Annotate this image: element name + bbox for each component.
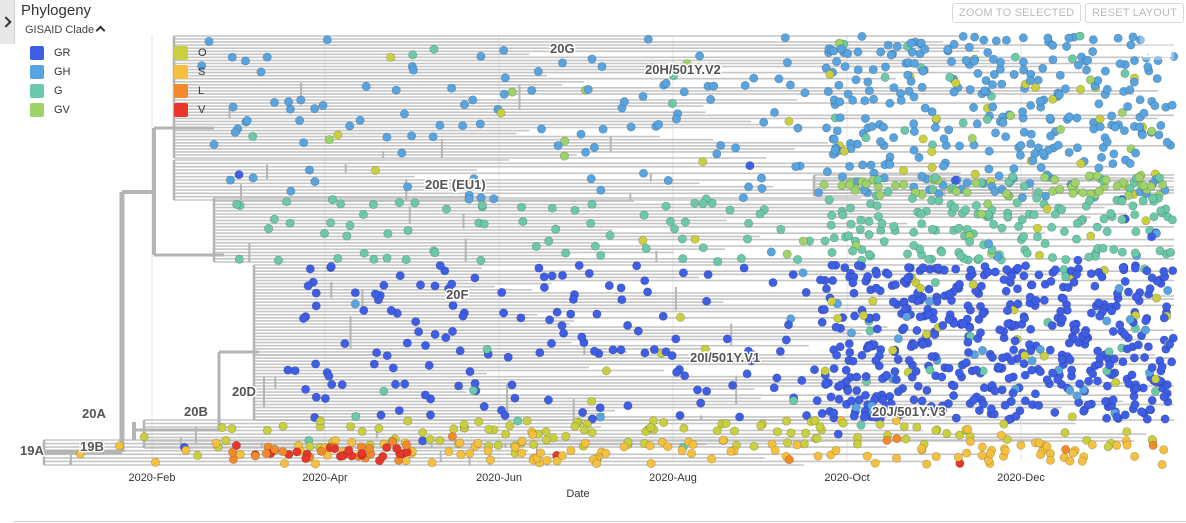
x-axis-title: Date (566, 488, 589, 500)
legend-swatch (174, 65, 188, 79)
legend-label: GR (54, 47, 71, 59)
legend-label: G (54, 85, 63, 97)
clade-label: 20F (446, 287, 468, 302)
legend-swatch (30, 46, 44, 60)
clade-label: 20D (232, 384, 256, 399)
panel-title: Phylogeny (21, 2, 92, 19)
legend-label: L (198, 85, 205, 97)
clade-label: 20I/501Y.V1 (690, 350, 760, 365)
clade-label: 19A (20, 443, 44, 458)
clade-label: 20H/501Y.V2 (645, 62, 721, 77)
x-tick-label: 2020-Jun (476, 472, 522, 484)
clade-label: 20B (184, 404, 208, 419)
reset-layout-button[interactable]: RESET LAYOUT (1085, 3, 1185, 23)
legend-label: V (198, 104, 206, 116)
sidebar-toggle-button[interactable] (0, 0, 15, 44)
phylogeny-panel: Phylogeny ZOOM TO SELECTED RESET LAYOUT … (14, 0, 1186, 522)
legend-swatch (174, 103, 188, 117)
legend-label: GH (54, 66, 71, 78)
phylogeny-tree[interactable]: 2020-Feb 2020-Apr 2020-Jun 2020-Aug 2020-Oct… (14, 0, 1186, 521)
x-tick-label: 2020-Oct (824, 472, 869, 484)
clade-label: 20A (82, 406, 106, 421)
legend-label: O (198, 47, 207, 59)
clade-label: 19B (80, 439, 104, 454)
legend-toggle[interactable]: GISAID Clade (25, 24, 106, 36)
legend-swatch (30, 103, 44, 117)
clade-label: 20J/501Y.V3 (872, 404, 946, 419)
x-tick-label: 2020-Apr (302, 472, 348, 484)
x-tick-label: 2020-Feb (128, 472, 175, 484)
zoom-to-selected-button[interactable]: ZOOM TO SELECTED (952, 3, 1082, 23)
legend-swatch (30, 84, 44, 98)
x-tick-label: 2020-Aug (649, 472, 697, 484)
x-tick-label: 2020-Dec (997, 472, 1045, 484)
legend-label: S (198, 66, 206, 78)
chevron-up-icon (95, 25, 106, 36)
chevron-right-icon (0, 16, 12, 28)
clade-label: 20E (EU1) (425, 177, 486, 192)
legend-title: GISAID Clade (25, 24, 95, 36)
legend-label: GV (54, 104, 70, 116)
clade-label: 20G (550, 41, 575, 56)
legend-swatch (30, 65, 44, 79)
legend-swatch (174, 84, 188, 98)
legend-swatch (174, 46, 188, 60)
expand-icon[interactable] (1140, 26, 1174, 60)
